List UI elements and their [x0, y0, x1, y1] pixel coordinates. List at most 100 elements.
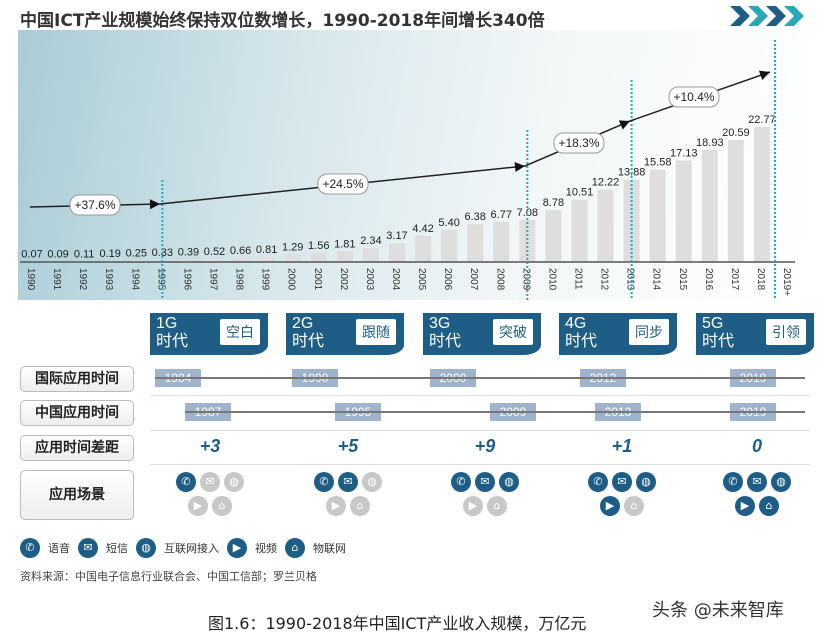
- growth-rate-badge: [317, 173, 369, 195]
- sms-icon: ✉: [612, 472, 632, 492]
- bar-chart: 0.07 1990 0.09 1991 0.11 1992 0.19 1993 0.25 1994…: [20, 40, 795, 300]
- globe-icon: ◍: [224, 472, 244, 492]
- x-tick-label: 2019+: [781, 268, 792, 296]
- bar: [232, 258, 249, 262]
- bar-value-label: 1.29: [282, 241, 303, 253]
- globe-icon: ◍: [771, 472, 791, 492]
- arrow-head: [758, 70, 770, 81]
- legend-label: 视频: [255, 542, 277, 555]
- growth-rate-badge: [553, 132, 605, 154]
- globe-icon: ◍: [362, 472, 382, 492]
- x-tick-label: 2006: [442, 268, 453, 291]
- bar: [493, 221, 510, 262]
- bar-value-label: 0.81: [256, 244, 277, 256]
- bar-value-label: 17.13: [670, 147, 698, 159]
- generation-name: 3G 时代: [429, 315, 461, 351]
- generation-name: 2G 时代: [292, 315, 324, 351]
- bar-value-label: 0.66: [230, 245, 251, 257]
- bar: [441, 229, 458, 262]
- bar-value-label: 22.77: [748, 114, 776, 126]
- generation-banner-5g: 5G 时代 引领: [696, 313, 814, 355]
- bar: [180, 259, 197, 262]
- time-gap-value: +1: [611, 436, 633, 456]
- x-tick-label: 2018: [755, 268, 766, 291]
- bar-value-label: 0.19: [99, 248, 120, 260]
- bar: [675, 160, 692, 262]
- x-tick-label: 1995: [155, 268, 166, 291]
- generation-name: 5G 时代: [702, 315, 734, 351]
- bar: [571, 199, 588, 262]
- generation-code: 4G: [565, 315, 587, 332]
- growth-rate-badge: [668, 86, 720, 108]
- x-tick-label: 1998: [234, 268, 245, 291]
- bar: [597, 189, 614, 262]
- bar-value-label: 7.08: [517, 207, 538, 219]
- bar-value-label: 0.07: [21, 249, 42, 261]
- bar: [258, 257, 275, 262]
- row-label-scene: 应用场景: [20, 470, 134, 520]
- bar-value-label: 10.51: [566, 187, 594, 199]
- video-icon: ▶: [600, 496, 620, 516]
- generation-keyword: 引领: [766, 319, 806, 345]
- legend-label: 互联网接入: [164, 542, 219, 555]
- row-label-diff: 应用时间差距: [20, 435, 134, 461]
- x-tick-label: 2012: [599, 268, 610, 291]
- generation-banner-1g: 1G 时代 空白: [150, 313, 268, 355]
- growth-rate-label: +37.6%: [74, 198, 115, 212]
- sms-icon: ✉: [78, 538, 98, 558]
- chevrons-decoration: [730, 6, 804, 26]
- arrow-head: [514, 162, 525, 173]
- china-timeline: [185, 411, 805, 413]
- generation-code: 2G: [292, 315, 314, 332]
- bar: [519, 220, 536, 262]
- divider: [150, 395, 810, 396]
- microphone-icon: ✆: [314, 472, 334, 492]
- microphone-icon: ✆: [451, 472, 471, 492]
- bar-value-label: 0.25: [126, 248, 147, 260]
- generation-era: 时代: [429, 333, 462, 350]
- divider: [150, 430, 810, 431]
- microphone-icon: ✆: [723, 472, 743, 492]
- x-tick-label: 1993: [103, 268, 114, 291]
- x-tick-label: 2005: [416, 268, 427, 291]
- microphone-icon: ✆: [588, 472, 608, 492]
- x-tick-label: 1990: [25, 268, 36, 291]
- generation-era: 时代: [702, 333, 735, 350]
- bar: [545, 209, 562, 262]
- generation-banner-2g: 2G 时代 跟随: [286, 313, 404, 355]
- bar-value-label: 1.81: [334, 238, 355, 250]
- chart-title: 中国ICT产业规模始终保持双位数增长，1990-2018年间增长340倍: [20, 11, 545, 31]
- bar-value-label: 5.40: [438, 217, 459, 229]
- x-tick-label: 2001: [312, 268, 323, 291]
- sms-icon: ✉: [200, 472, 220, 492]
- x-tick-label: 2003: [364, 268, 375, 291]
- arrow-head: [149, 199, 160, 210]
- bar: [362, 248, 379, 262]
- growth-rate-label: +18.3%: [558, 136, 599, 150]
- generation-era: 时代: [156, 333, 189, 350]
- legend: ✆ 语音 ✉ 短信 ◍ 互联网接入 ▶ 视频 ⌂ 物联网: [20, 538, 346, 558]
- bar: [336, 251, 353, 262]
- bar: [415, 235, 432, 262]
- bar: [388, 243, 405, 262]
- bar-value-label: 0.09: [47, 248, 68, 260]
- bar: [649, 169, 666, 262]
- bar: [206, 258, 223, 262]
- x-tick-label: 1999: [260, 268, 271, 291]
- sms-icon: ✉: [338, 472, 358, 492]
- video-icon: ▶: [463, 496, 483, 516]
- legend-label: 语音: [48, 542, 70, 555]
- video-icon: ▶: [735, 496, 755, 516]
- generation-era: 时代: [565, 333, 598, 350]
- generation-keyword: 突破: [493, 319, 533, 345]
- bar: [701, 149, 718, 262]
- generation-keyword: 空白: [220, 319, 260, 345]
- home-iot-icon: ⌂: [285, 538, 305, 558]
- time-gap-value: 0: [751, 436, 762, 456]
- generation-keyword: 同步: [629, 319, 669, 345]
- time-gap-value: +9: [474, 436, 496, 456]
- video-icon: ▶: [227, 538, 247, 558]
- x-tick-label: 1996: [181, 268, 192, 291]
- generation-code: 3G: [429, 315, 451, 332]
- intl-timeline: [155, 377, 805, 379]
